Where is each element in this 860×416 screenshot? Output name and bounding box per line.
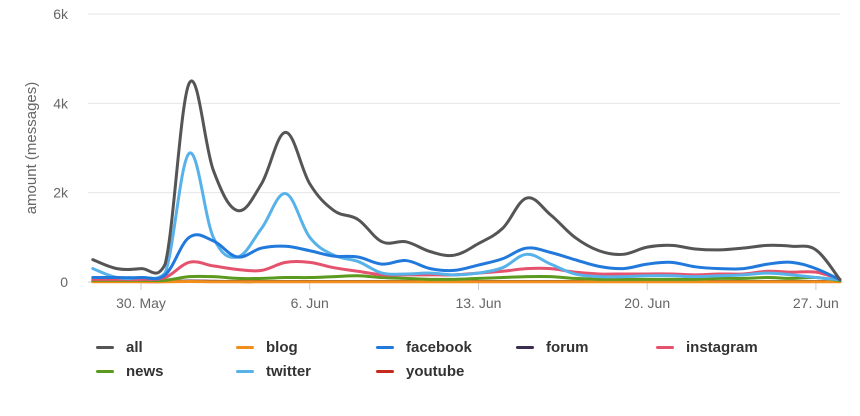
legend-swatch	[236, 345, 254, 349]
x-tick-label: 27. Jun	[793, 295, 839, 311]
legend-item-facebook[interactable]: facebook	[376, 338, 516, 356]
legend-label: forum	[546, 338, 589, 356]
y-tick-label: 0	[60, 274, 68, 290]
x-tick-label: 13. Jun	[455, 295, 501, 311]
legend-swatch	[516, 345, 534, 349]
x-tick-label: 30. May	[116, 295, 166, 311]
series-line-facebook[interactable]	[91, 233, 842, 282]
legend-label: twitter	[266, 362, 311, 380]
legend-label: news	[126, 362, 164, 380]
legend-swatch	[96, 369, 114, 373]
series-line-news[interactable]	[91, 274, 842, 283]
line-chart: 0 2k 4k 6k 30. May 6. Jun 13. Jun 20. Jun 27. J…	[23, 6, 842, 311]
legend-swatch	[376, 369, 394, 373]
legend-swatch	[236, 369, 254, 373]
legend-label: youtube	[406, 362, 465, 380]
legend-swatch	[96, 345, 114, 349]
legend-item-blog[interactable]: blog	[236, 338, 376, 356]
series-lines	[91, 79, 842, 284]
y-axis-title: amount (messages)	[23, 82, 40, 215]
y-tick-label: 2k	[53, 185, 69, 201]
x-tick-label: 20. Jun	[624, 295, 670, 311]
legend-item-all[interactable]: all	[96, 338, 236, 356]
legend-item-news[interactable]: news	[96, 362, 236, 380]
legend-item-forum[interactable]: forum	[516, 338, 656, 356]
legend: all blog facebook forum instagram news twitter…	[96, 338, 836, 380]
legend-item-youtube[interactable]: youtube	[376, 362, 516, 380]
legend-label: all	[126, 338, 143, 356]
legend-item-twitter[interactable]: twitter	[236, 362, 376, 380]
y-tick-label: 4k	[53, 95, 69, 111]
x-tick-label: 6. Jun	[291, 295, 329, 311]
x-axis-ticks: 30. May 6. Jun 13. Jun 20. Jun 27. Jun	[116, 282, 839, 311]
legend-swatch	[376, 345, 394, 349]
legend-label: instagram	[686, 338, 758, 356]
series-line-twitter[interactable]	[91, 151, 842, 282]
y-tick-label: 6k	[53, 6, 69, 22]
series-line-all[interactable]	[91, 79, 842, 282]
legend-swatch	[656, 345, 674, 349]
legend-label: facebook	[406, 338, 472, 356]
legend-item-instagram[interactable]: instagram	[656, 338, 796, 356]
grid	[88, 13, 840, 283]
y-axis-ticks: 0 2k 4k 6k	[53, 6, 69, 290]
legend-label: blog	[266, 338, 298, 356]
